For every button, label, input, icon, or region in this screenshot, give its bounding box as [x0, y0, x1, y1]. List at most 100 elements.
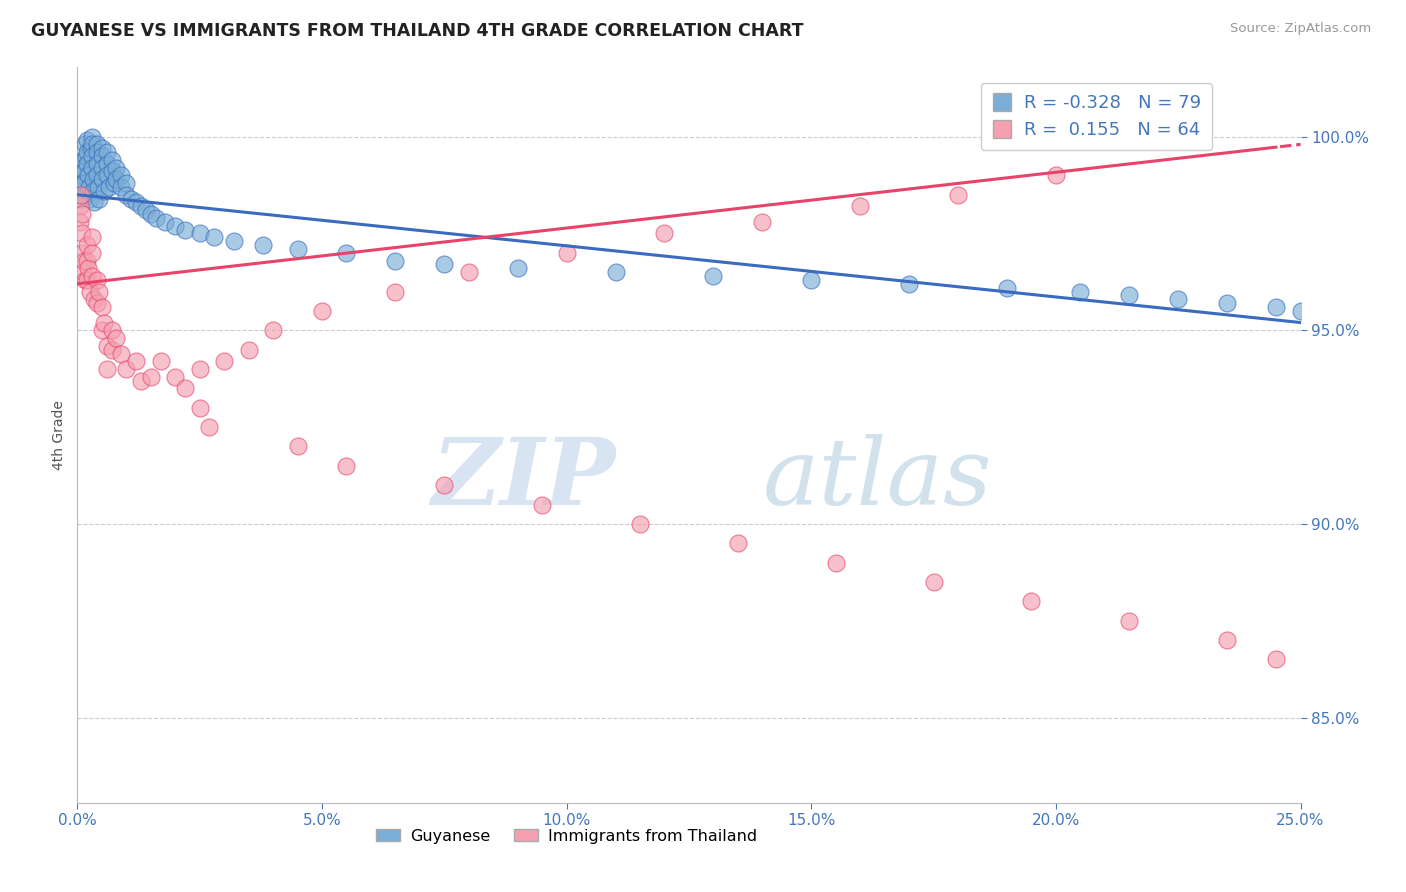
Point: [139, 369, 162, 384]
Point: [188, 227, 211, 241]
Point: [75, 137, 97, 152]
Point: [188, 401, 211, 415]
Point: [628, 516, 651, 531]
Point: [1118, 288, 1140, 302]
Point: [69, 192, 91, 206]
Point: [1118, 614, 1140, 628]
Point: [75, 273, 97, 287]
Point: [96, 169, 118, 183]
Point: [125, 354, 148, 368]
Point: [69, 169, 91, 183]
Point: [287, 242, 309, 256]
Point: [75, 149, 97, 163]
Point: [76, 238, 98, 252]
Point: [115, 176, 138, 190]
Point: [1216, 633, 1239, 648]
Point: [93, 316, 115, 330]
Point: [1216, 296, 1239, 310]
Point: [129, 199, 152, 213]
Point: [86, 273, 108, 287]
Text: ZIP: ZIP: [432, 434, 616, 524]
Point: [73, 187, 96, 202]
Point: [335, 458, 357, 473]
Point: [73, 164, 96, 178]
Point: [433, 257, 456, 271]
Point: [188, 362, 211, 376]
Point: [800, 273, 823, 287]
Point: [922, 574, 945, 589]
Point: [96, 157, 118, 171]
Legend: Guyanese, Immigrants from Thailand: Guyanese, Immigrants from Thailand: [370, 822, 763, 850]
Point: [80, 129, 103, 144]
Point: [946, 187, 969, 202]
Point: [98, 180, 121, 194]
Point: [96, 145, 118, 160]
Point: [90, 141, 112, 155]
Point: [262, 323, 284, 337]
Point: [155, 215, 177, 229]
Point: [125, 195, 148, 210]
Point: [80, 268, 103, 283]
Point: [1167, 293, 1189, 307]
Text: GUYANESE VS IMMIGRANTS FROM THAILAND 4TH GRADE CORRELATION CHART: GUYANESE VS IMMIGRANTS FROM THAILAND 4TH…: [31, 22, 803, 40]
Point: [79, 285, 101, 299]
Point: [1045, 169, 1067, 183]
Point: [120, 192, 142, 206]
Point: [89, 285, 111, 299]
Point: [849, 199, 872, 213]
Point: [83, 293, 105, 307]
Point: [311, 304, 333, 318]
Point: [100, 343, 122, 357]
Point: [73, 176, 96, 190]
Point: [727, 536, 749, 550]
Point: [69, 199, 91, 213]
Point: [86, 145, 108, 160]
Point: [149, 354, 172, 368]
Point: [287, 440, 309, 454]
Point: [70, 207, 93, 221]
Point: [76, 157, 98, 171]
Point: [110, 346, 132, 360]
Point: [129, 374, 152, 388]
Point: [80, 245, 103, 260]
Point: [90, 323, 112, 337]
Point: [100, 164, 122, 178]
Point: [1289, 304, 1312, 318]
Point: [90, 172, 112, 186]
Point: [100, 153, 122, 167]
Point: [96, 362, 118, 376]
Point: [252, 238, 274, 252]
Point: [87, 180, 110, 194]
Point: [506, 261, 529, 276]
Point: [82, 184, 104, 198]
Point: [702, 268, 724, 283]
Point: [995, 281, 1018, 295]
Point: [212, 354, 235, 368]
Point: [145, 211, 167, 225]
Point: [86, 296, 108, 310]
Point: [70, 161, 93, 175]
Point: [555, 245, 578, 260]
Point: [100, 323, 122, 337]
Point: [457, 265, 479, 279]
Point: [103, 176, 125, 190]
Point: [751, 215, 773, 229]
Point: [77, 169, 100, 183]
Point: [531, 498, 554, 512]
Point: [73, 253, 96, 268]
Point: [96, 339, 118, 353]
Point: [110, 169, 132, 183]
Point: [202, 230, 225, 244]
Point: [80, 161, 103, 175]
Point: [70, 227, 93, 241]
Point: [1021, 594, 1043, 608]
Point: [69, 176, 91, 190]
Point: [174, 222, 197, 236]
Point: [77, 180, 100, 194]
Point: [80, 137, 103, 152]
Point: [1265, 652, 1288, 666]
Point: [139, 207, 162, 221]
Point: [105, 172, 128, 186]
Point: [165, 369, 187, 384]
Point: [105, 161, 128, 175]
